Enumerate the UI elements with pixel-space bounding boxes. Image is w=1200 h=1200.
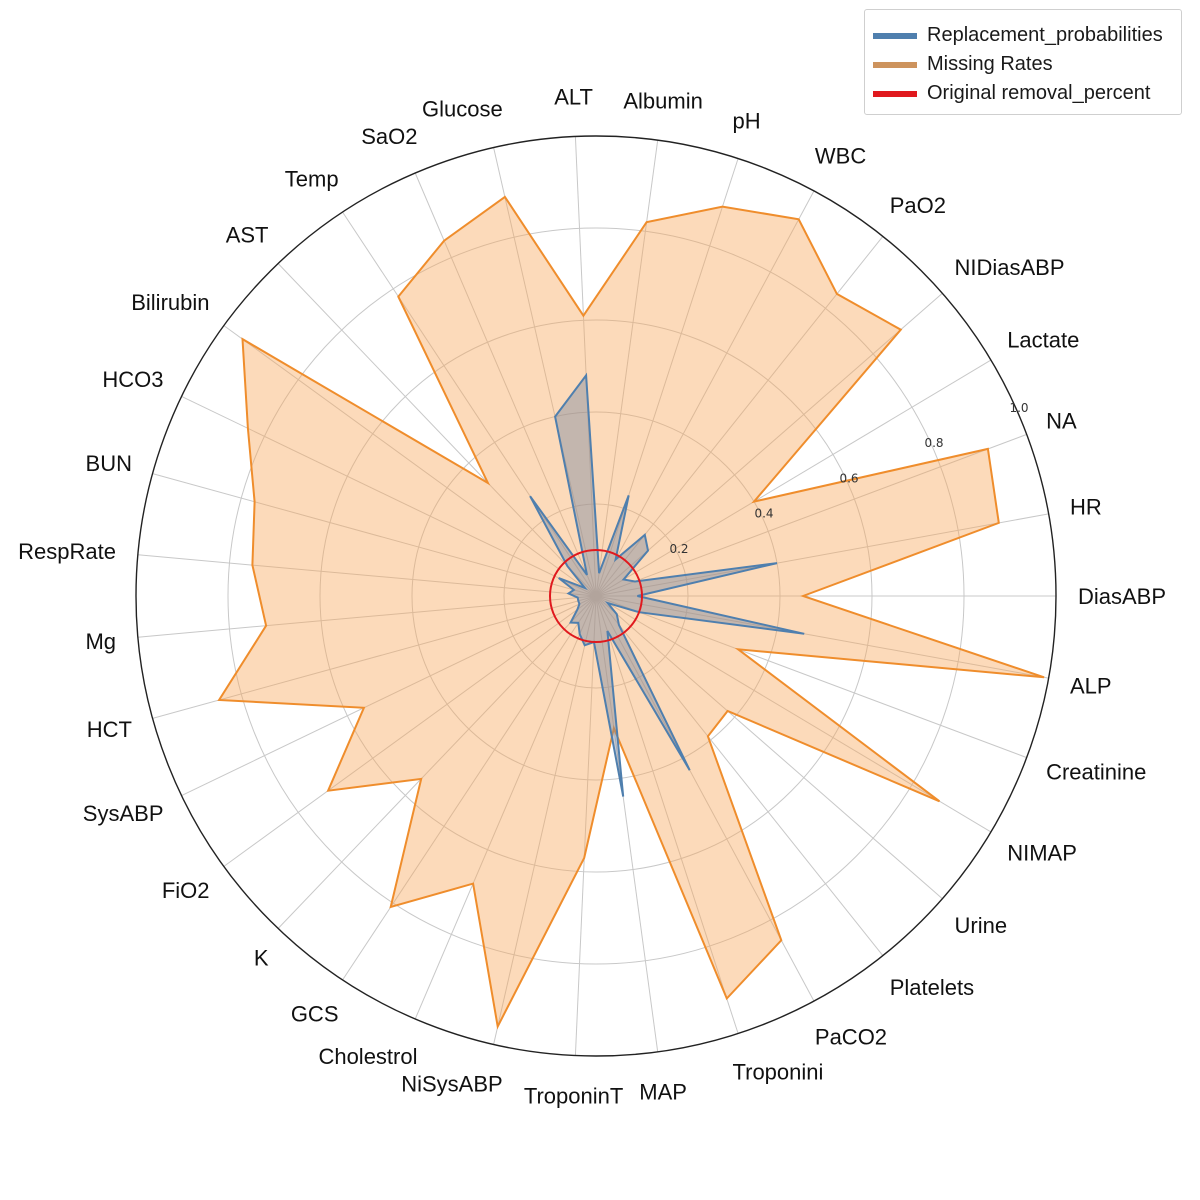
- spoke-Troponini: [595, 595, 739, 1034]
- category-label-PaO2: PaO2: [890, 193, 946, 218]
- category-label-NIDiasABP: NIDiasABP: [955, 255, 1065, 280]
- spoke-HCO3: [181, 395, 597, 597]
- category-label-BUN: BUN: [86, 451, 132, 476]
- spoke-Urine: [595, 595, 943, 900]
- category-label-NIMAP: NIMAP: [1007, 841, 1077, 866]
- category-label-Lactate: Lactate: [1007, 328, 1079, 353]
- category-label-MAP: MAP: [639, 1080, 687, 1105]
- series-area-replacement-probabilities: [529, 372, 805, 797]
- series-area-missing-rates: [217, 195, 1045, 1030]
- spoke-Glucose: [493, 147, 597, 597]
- category-label-HR: HR: [1070, 495, 1102, 520]
- category-label-K: K: [254, 945, 269, 970]
- category-label-WBC: WBC: [815, 144, 866, 169]
- category-label-NA: NA: [1046, 408, 1077, 433]
- radial-tick-label: 0.8: [924, 436, 943, 450]
- spoke-HCT: [152, 595, 597, 719]
- legend-item-missing: Missing Rates: [873, 50, 1181, 79]
- spoke-FiO2: [223, 595, 597, 867]
- spoke-Bilirubin: [223, 325, 597, 597]
- legend-label-replacement: Replacement_probabilities: [927, 24, 1163, 46]
- spoke-Platelets: [595, 595, 884, 956]
- category-label-HCT: HCT: [87, 717, 132, 742]
- spoke-Mg: [137, 595, 597, 638]
- spoke-WBC: [595, 190, 815, 597]
- category-label-AST: AST: [226, 223, 269, 248]
- category-label-Glucose: Glucose: [422, 97, 503, 122]
- spoke-PaCO2: [595, 595, 815, 1002]
- spoke-TroponinT: [574, 595, 597, 1056]
- category-label-ALP: ALP: [1070, 673, 1112, 698]
- category-label-pH: pH: [733, 109, 761, 134]
- spoke-NIMAP: [595, 595, 992, 833]
- category-label-Temp: Temp: [285, 167, 339, 192]
- spoke-Cholestrol: [414, 595, 597, 1020]
- outer-frame: [135, 135, 1057, 1057]
- category-label-HCO3: HCO3: [102, 367, 163, 392]
- category-label-SaO2: SaO2: [361, 124, 417, 149]
- spoke-Lactate: [595, 359, 992, 597]
- spoke-ALT: [574, 136, 597, 597]
- spoke-K: [277, 595, 597, 929]
- category-label-Albumin: Albumin: [623, 89, 702, 114]
- spoke-pH: [595, 158, 739, 597]
- series-layer: [217, 195, 1045, 1030]
- legend-item-replacement: Replacement_probabilities: [873, 21, 1181, 50]
- legend-swatch-removal: [873, 90, 917, 97]
- legend: Replacement_probabilities Missing Rates …: [864, 9, 1182, 115]
- category-label-GCS: GCS: [291, 1001, 339, 1026]
- spoke-NIDiasABP: [595, 292, 943, 597]
- spoke-NA: [595, 433, 1027, 597]
- category-label-TroponinT: TroponinT: [524, 1084, 623, 1109]
- spoke-Creatinine: [595, 595, 1027, 759]
- spoke-SaO2: [414, 172, 597, 597]
- radial-tick-label: 0.4: [754, 507, 773, 521]
- radial-tick-label: 0.6: [839, 471, 858, 485]
- spoke-BUN: [152, 473, 597, 597]
- legend-label-removal: Original removal_percent: [927, 82, 1151, 104]
- category-label-DiasABP: DiasABP: [1078, 584, 1166, 609]
- spoke-NiSysABP: [493, 595, 597, 1045]
- category-label-ALT: ALT: [554, 85, 593, 110]
- grid-layer: [135, 135, 1057, 1057]
- spoke-SysABP: [181, 595, 597, 797]
- legend-swatch-replacement: [873, 32, 917, 39]
- label-layer: 0.2 0.4 0.6 0.8 1.0 DiasABP HR NA Lactate NIDiasA…: [18, 85, 1166, 1109]
- legend-swatch-missing: [873, 61, 917, 68]
- category-label-Bilirubin: Bilirubin: [131, 290, 209, 315]
- category-label-Platelets: Platelets: [890, 975, 974, 1000]
- series-original-removal-percent: [549, 549, 643, 643]
- category-label-FiO2: FiO2: [162, 878, 210, 903]
- legend-label-missing: Missing Rates: [927, 53, 1053, 75]
- category-label-NiSysABP: NiSysABP: [401, 1072, 502, 1097]
- spoke-GCS: [342, 595, 597, 981]
- category-label-RespRate: RespRate: [18, 539, 116, 564]
- spoke-RespRate: [137, 554, 597, 597]
- legend-item-removal: Original removal_percent: [873, 79, 1181, 108]
- spoke-Temp: [342, 211, 597, 597]
- category-label-SysABP: SysABP: [83, 801, 164, 826]
- spoke-AST: [277, 263, 597, 597]
- category-label-Cholestrol: Cholestrol: [318, 1044, 417, 1069]
- radial-tick-label: 0.2: [669, 542, 688, 556]
- spoke-ALP: [595, 595, 1049, 679]
- spoke-HR: [595, 513, 1049, 597]
- spoke-MAP: [595, 595, 659, 1052]
- radial-tick-label: 1.0: [1009, 401, 1028, 415]
- category-label-PaCO2: PaCO2: [815, 1024, 887, 1049]
- category-label-Creatinine: Creatinine: [1046, 760, 1146, 785]
- category-label-Mg: Mg: [85, 629, 116, 654]
- spoke-Albumin: [595, 140, 659, 597]
- category-label-Urine: Urine: [955, 913, 1008, 938]
- category-label-Troponini: Troponini: [733, 1060, 824, 1085]
